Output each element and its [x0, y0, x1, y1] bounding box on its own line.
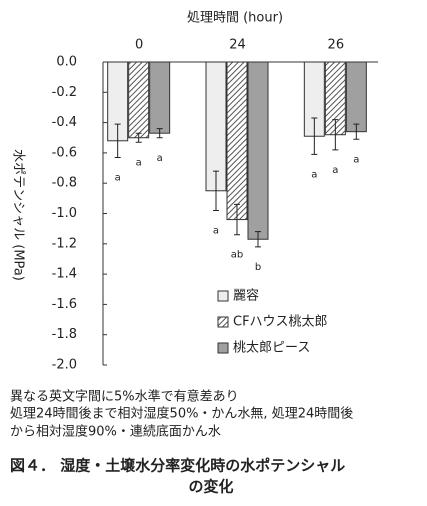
significance-letter: a — [136, 157, 142, 168]
error-bar — [234, 203, 240, 236]
bar — [128, 61, 150, 139]
error-bar — [255, 231, 261, 248]
x-tick-label: 24 — [229, 38, 246, 53]
note: から相対湿度90%・連続底面かん水 — [10, 424, 221, 440]
significance-letter: ab — [231, 250, 243, 261]
y-axis-title: 水ポテンシャル (MPa) — [11, 149, 26, 281]
y-tick-label: -0.2 — [52, 85, 77, 100]
significance-letter: a — [157, 153, 163, 164]
y-tick-label: -1.2 — [52, 236, 77, 251]
caption: 図４． 湿度・土壌水分率変化時の水ポテンシャル — [10, 457, 345, 475]
bar — [226, 61, 248, 221]
error-bar — [114, 123, 121, 158]
x-tick-label: 26 — [328, 38, 345, 53]
y-tick-label: 0.0 — [56, 55, 77, 70]
y-tick-label: -1.4 — [52, 267, 77, 282]
y-tick-label: -1.0 — [52, 206, 77, 221]
error-bar — [213, 170, 219, 211]
bar — [247, 61, 269, 240]
error-bar — [353, 123, 360, 140]
y-tick-label: -0.4 — [52, 115, 77, 130]
error-bar — [156, 128, 163, 139]
legend-label: 麗容 — [233, 288, 259, 304]
legend-swatch — [217, 316, 229, 328]
caption: の変化 — [188, 478, 233, 496]
y-tick-label: -2.0 — [52, 358, 77, 373]
significance-letter: a — [332, 165, 338, 176]
significance-letter: a — [311, 169, 317, 180]
significance-letter: b — [255, 262, 261, 273]
bar — [149, 61, 171, 134]
legend-label: 桃太郎ピース — [233, 341, 310, 356]
legend-label: CFハウス桃太郎 — [233, 315, 328, 330]
x-axis-title: 処理時間 (hour) — [187, 11, 283, 26]
significance-letter: a — [213, 225, 219, 236]
y-tick-label: -0.6 — [52, 145, 77, 160]
y-tick-label: -1.6 — [52, 297, 77, 312]
note: 異なる英文字間に5%水準で有意差あり — [10, 389, 239, 405]
y-tick-label: -0.8 — [52, 176, 77, 191]
error-bar — [135, 132, 142, 143]
legend-swatch — [217, 290, 229, 302]
significance-letter: a — [115, 172, 121, 183]
bar — [345, 61, 367, 133]
y-tick-label: -1.8 — [52, 327, 77, 342]
significance-letter: a — [353, 154, 359, 165]
legend-swatch — [217, 342, 229, 354]
error-bar — [311, 117, 318, 155]
x-tick-label: 0 — [135, 38, 143, 53]
note: 処理24時間後まで相対湿度50%・かん水無, 処理24時間後 — [10, 406, 353, 422]
error-bar — [332, 119, 339, 151]
